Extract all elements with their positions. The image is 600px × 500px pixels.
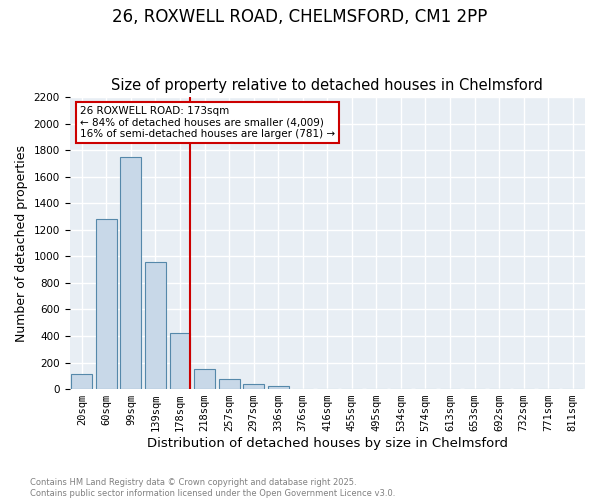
Bar xyxy=(121,156,142,389)
Bar xyxy=(145,262,166,389)
Y-axis label: Number of detached properties: Number of detached properties xyxy=(15,144,28,342)
Bar xyxy=(170,334,190,389)
X-axis label: Distribution of detached houses by size in Chelmsford: Distribution of detached houses by size … xyxy=(147,437,508,450)
Title: Size of property relative to detached houses in Chelmsford: Size of property relative to detached ho… xyxy=(112,78,543,93)
Bar xyxy=(218,379,239,389)
Bar xyxy=(96,219,117,389)
Text: Contains HM Land Registry data © Crown copyright and database right 2025.
Contai: Contains HM Land Registry data © Crown c… xyxy=(30,478,395,498)
Bar xyxy=(71,374,92,389)
Bar xyxy=(194,369,215,389)
Text: 26, ROXWELL ROAD, CHELMSFORD, CM1 2PP: 26, ROXWELL ROAD, CHELMSFORD, CM1 2PP xyxy=(112,8,488,26)
Text: 26 ROXWELL ROAD: 173sqm
← 84% of detached houses are smaller (4,009)
16% of semi: 26 ROXWELL ROAD: 173sqm ← 84% of detache… xyxy=(80,106,335,139)
Bar xyxy=(268,386,289,389)
Bar xyxy=(243,384,264,389)
